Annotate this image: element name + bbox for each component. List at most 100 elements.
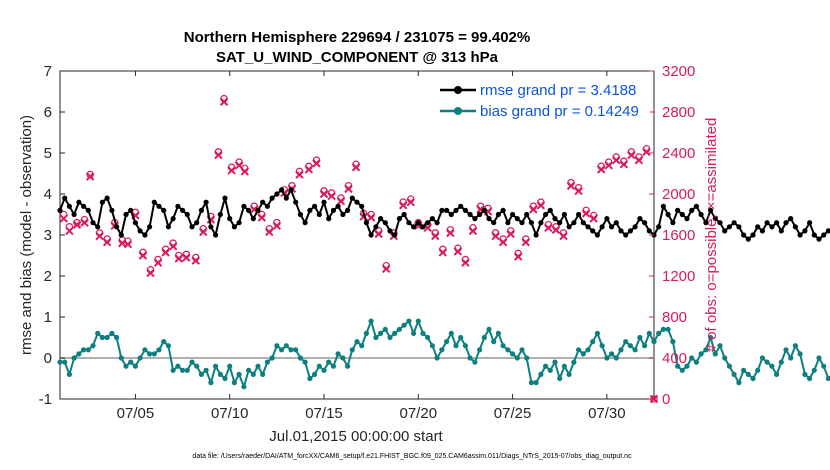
bias-point	[312, 371, 318, 377]
chart-title-line2: SAT_U_WIND_COMPONENT @ 313 hPa	[216, 49, 499, 66]
rmse-point	[354, 199, 360, 205]
x-tick-label: 07/30	[588, 405, 626, 422]
obs-assimilated-marker	[153, 258, 163, 267]
obs-assimilated-marker	[219, 97, 229, 106]
rmse-point	[670, 220, 676, 226]
bias-point	[660, 326, 667, 332]
rmse-point	[458, 203, 464, 209]
rmse-point	[590, 228, 596, 234]
bias-point	[128, 359, 134, 365]
obs-assimilated-stroke	[153, 258, 163, 267]
bias-point	[590, 339, 596, 345]
y-tick-label: 1	[44, 309, 52, 326]
bias-point	[741, 367, 747, 373]
y-right-tick-label: 0	[662, 391, 670, 408]
legend-bias-marker	[454, 107, 462, 115]
obs-assimilated-marker	[336, 196, 346, 206]
obs-assimilated-marker	[498, 237, 508, 247]
rmse-point	[491, 220, 497, 226]
rmse-point	[788, 216, 794, 222]
obs-assimilated-stroke	[589, 214, 598, 223]
obs-assimilated-marker	[431, 231, 440, 241]
obs-assimilated-marker	[468, 226, 478, 236]
obs-assimilated-stroke	[182, 253, 191, 262]
bias-point	[792, 343, 799, 349]
obs-assimilated-stroke	[604, 161, 613, 170]
x-tick-label: 07/20	[400, 405, 438, 422]
rmse-point	[571, 220, 577, 226]
obs-assimilated-stroke	[634, 155, 644, 165]
rmse-point	[189, 224, 195, 230]
rmse-point	[170, 216, 176, 222]
bias-point	[477, 347, 483, 353]
bias-point	[444, 339, 450, 345]
bias-point	[670, 339, 676, 345]
rmse-point	[269, 195, 275, 201]
rmse-point	[208, 224, 214, 230]
rmse-point	[769, 224, 775, 230]
rmse-point	[632, 224, 638, 230]
rmse-point	[425, 220, 431, 226]
bias-point	[264, 359, 270, 365]
obs-assimilated-marker	[146, 268, 155, 278]
axis-ticks: 07/05 07/10 07/15 07/20 07/25 07/30 -1 0 1 2 3 4 5 6 7…	[39, 63, 696, 422]
obs-assimilated-stroke	[491, 231, 500, 241]
rmse-point	[528, 220, 535, 226]
y-right-tick-label: 1600	[662, 227, 695, 244]
obs-assimilated-marker	[642, 147, 651, 157]
bias-point	[722, 355, 728, 361]
rmse-point	[387, 228, 393, 234]
y-tick-label: 7	[44, 63, 52, 80]
rmse-point	[151, 199, 157, 205]
bias-point	[509, 351, 516, 357]
bias-point	[731, 371, 737, 377]
rmse-point	[580, 220, 586, 226]
rmse-point	[250, 216, 256, 222]
obs-assimilated-stroke	[174, 254, 184, 263]
obs-assimilated-stroke	[146, 268, 155, 278]
bias-point	[335, 351, 341, 357]
rmse-point	[552, 216, 558, 222]
rmse-point	[293, 199, 299, 205]
rmse-point	[741, 232, 747, 238]
rmse-point	[811, 232, 817, 238]
rmse-point	[637, 216, 643, 222]
obs-assimilated-stroke	[574, 186, 583, 196]
bias-point	[726, 363, 733, 369]
obs-assimilated-stroke	[498, 237, 508, 247]
obs-assimilated-marker	[174, 254, 184, 263]
bias-point	[481, 334, 487, 341]
rmse-point	[217, 211, 223, 218]
bias-point	[326, 359, 332, 365]
bias-point	[246, 367, 252, 373]
obs-assimilated-marker	[191, 256, 200, 265]
legend-bias-label: bias grand pr = 0.14249	[480, 103, 639, 120]
bias-point	[557, 375, 563, 382]
bias-point	[642, 343, 648, 349]
bias-point	[533, 380, 539, 386]
bias-point	[415, 318, 421, 324]
bias-point	[307, 375, 313, 382]
obs-assimilated-stroke	[406, 197, 415, 207]
bias-point	[340, 355, 346, 361]
rmse-point	[750, 232, 756, 238]
obs-assimilated-stroke	[65, 226, 74, 236]
rmse-point	[467, 211, 473, 218]
rmse-point	[429, 216, 435, 222]
rmse-point	[236, 220, 242, 226]
obs-assimilated-marker	[604, 161, 613, 170]
y-right-tick-label: 2400	[662, 145, 695, 162]
rmse-point	[118, 232, 124, 238]
bias-point	[349, 347, 355, 353]
rmse-point	[524, 211, 530, 218]
x-axis-label: Jul.01,2015 00:00:00 start	[269, 428, 443, 445]
rmse-point	[128, 207, 134, 213]
bias-point	[288, 347, 294, 353]
rmse-point	[745, 236, 751, 242]
bias-point	[632, 347, 638, 353]
obs-assimilated-marker	[374, 229, 383, 239]
rmse-point	[99, 199, 105, 205]
rmse-point	[340, 211, 346, 218]
obs-assimilated-stroke	[431, 231, 440, 241]
